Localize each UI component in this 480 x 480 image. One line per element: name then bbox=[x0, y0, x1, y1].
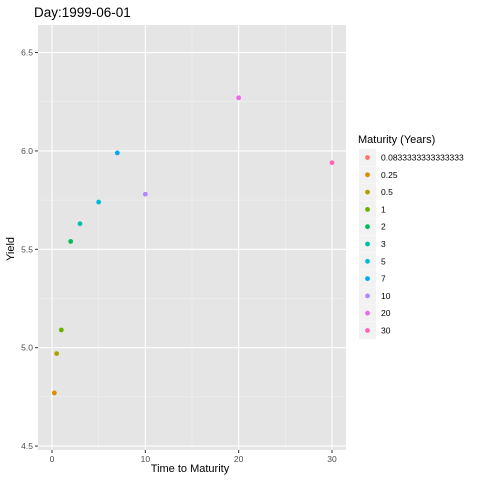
legend: Maturity (Years) 0.0833333333333333 0.25 0… bbox=[358, 134, 464, 339]
legend-label: 3 bbox=[381, 239, 386, 249]
legend-label: 5 bbox=[381, 256, 386, 266]
data-points bbox=[51, 95, 335, 396]
x-tick-label: 0 bbox=[50, 454, 55, 464]
legend-title: Maturity (Years) bbox=[358, 134, 435, 146]
legend-key-point bbox=[365, 276, 370, 281]
data-point-1 bbox=[58, 327, 64, 333]
legend-key-point bbox=[365, 207, 370, 212]
legend-label: 1 bbox=[381, 204, 386, 214]
legend-key-point bbox=[365, 241, 370, 247]
data-point-7 bbox=[114, 150, 120, 156]
data-point-3 bbox=[77, 221, 83, 227]
x-axis-title: Time to Maturity bbox=[151, 463, 230, 475]
grid-lines bbox=[38, 25, 346, 450]
legend-key-point bbox=[365, 155, 370, 160]
legend-label: 2 bbox=[381, 222, 386, 232]
data-point-2 bbox=[68, 239, 74, 244]
legend-key-point bbox=[365, 189, 370, 195]
data-point-10 bbox=[142, 191, 148, 197]
y-tick-label: 5.0 bbox=[21, 343, 33, 353]
legend-label: 0.25 bbox=[381, 170, 398, 180]
data-point-0.5 bbox=[54, 351, 60, 356]
axes: 0 10 20 30 4.5 5.0 5.5 6.0 6.5 bbox=[21, 48, 337, 464]
legend-label: 7 bbox=[381, 274, 386, 284]
legend-key-point bbox=[365, 224, 370, 230]
legend-key-point bbox=[365, 172, 370, 178]
data-point-20 bbox=[236, 95, 242, 101]
legend-label: 0.5 bbox=[381, 187, 393, 197]
data-point-5 bbox=[96, 199, 102, 205]
y-tick-label: 5.5 bbox=[21, 244, 33, 254]
legend-key-point bbox=[365, 258, 370, 264]
legend-key-point bbox=[365, 310, 370, 316]
y-tick-label: 6.5 bbox=[21, 48, 33, 58]
y-axis-title: Yield bbox=[5, 237, 17, 261]
chart-title: Day:1999-06-01 bbox=[34, 5, 131, 20]
y-tick-label: 6.0 bbox=[21, 146, 33, 156]
data-point-0.25 bbox=[51, 390, 57, 396]
x-tick-label: 30 bbox=[327, 454, 337, 464]
legend-label: 30 bbox=[381, 326, 391, 336]
legend-key-point bbox=[365, 293, 370, 299]
legend-key-point bbox=[365, 328, 370, 333]
x-tick-label: 10 bbox=[141, 454, 151, 464]
legend-label: 10 bbox=[381, 291, 391, 301]
legend-label: 0.0833333333333333 bbox=[381, 153, 464, 163]
x-tick-label: 20 bbox=[234, 454, 244, 464]
y-tick-label: 4.5 bbox=[21, 441, 33, 451]
data-point-30 bbox=[329, 160, 335, 166]
legend-label: 20 bbox=[381, 308, 391, 318]
